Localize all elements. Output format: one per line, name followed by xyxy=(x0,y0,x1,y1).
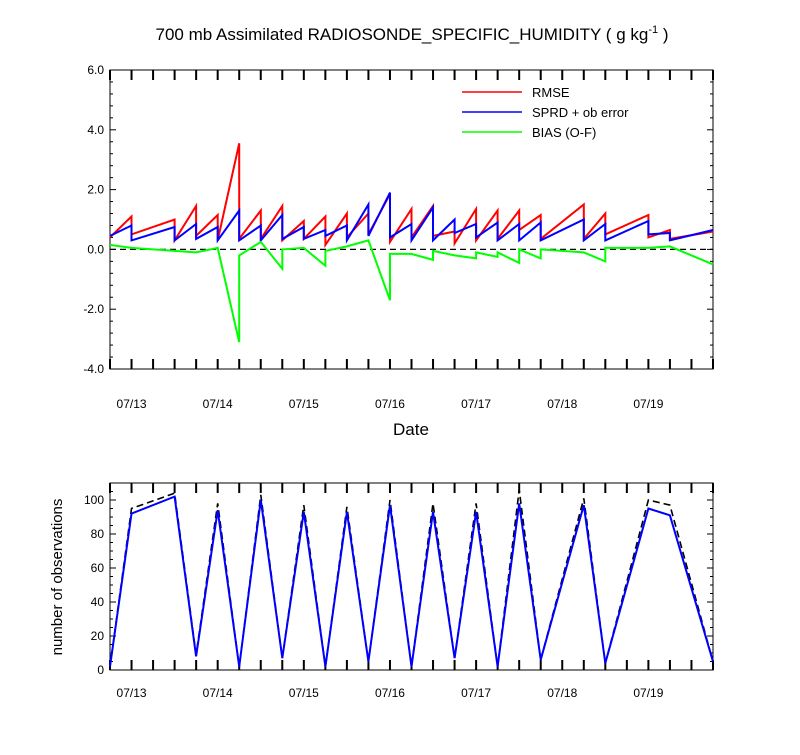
title-close: ) xyxy=(658,25,668,44)
y-tick-label: 4.0 xyxy=(87,123,104,137)
y-tick-label: 40 xyxy=(91,595,105,609)
bottom-plot-frame xyxy=(109,482,714,671)
series-line-bias-o-f xyxy=(109,239,714,343)
x-tick-label: 07/16 xyxy=(375,397,405,411)
series-line-possible xyxy=(109,489,714,667)
x-tick-label: 07/15 xyxy=(289,686,319,700)
x-axis-label: Date xyxy=(393,420,429,439)
top-series xyxy=(109,143,714,343)
x-tick-label: 07/19 xyxy=(633,397,663,411)
x-tick-label: 07/13 xyxy=(117,397,147,411)
x-tick-label: 07/13 xyxy=(117,686,147,700)
bottom-y-ticks: 0 20 40 60 80 100 xyxy=(84,482,713,677)
y-axis-label-observations: number of observations xyxy=(49,499,66,656)
y-tick-label: 80 xyxy=(91,527,105,541)
y-tick-label: -2.0 xyxy=(83,302,104,316)
y-tick-label: 0.0 xyxy=(87,242,104,256)
top-x-ticks: 07/13 07/14 07/15 07/16 07/17 07/18 07/19 xyxy=(109,70,714,411)
bottom-x-ticks: 07/13 07/14 07/15 07/16 07/17 07/18 07/19 xyxy=(109,483,714,700)
title-superscript: -1 xyxy=(648,24,658,36)
y-tick-label: 20 xyxy=(91,629,105,643)
x-tick-label: 07/16 xyxy=(375,686,405,700)
top-chart: 700 mb Assimilated RADIOSONDE_SPECIFIC_H… xyxy=(83,24,714,439)
x-tick-label: 07/15 xyxy=(289,397,319,411)
series-line-assimilated xyxy=(109,495,714,667)
legend: RMSE SPRD + ob error BIAS (O-F) xyxy=(462,85,629,140)
chart-title: 700 mb Assimilated RADIOSONDE_SPECIFIC_H… xyxy=(156,24,669,44)
x-tick-label: 07/14 xyxy=(203,686,233,700)
y-tick-label: 2.0 xyxy=(87,183,104,197)
legend-label: SPRD + ob error xyxy=(532,105,629,120)
x-tick-label: 07/14 xyxy=(203,397,233,411)
y-tick-label: 100 xyxy=(84,493,104,507)
y-tick-label: -4.0 xyxy=(83,362,104,376)
x-tick-label: 07/18 xyxy=(547,686,577,700)
legend-label: BIAS (O-F) xyxy=(532,125,596,140)
y-tick-label: 0 xyxy=(97,663,104,677)
x-tick-label: 07/17 xyxy=(461,686,491,700)
y-tick-label: 60 xyxy=(91,561,105,575)
x-tick-label: 07/18 xyxy=(547,397,577,411)
x-tick-label: 07/19 xyxy=(633,686,663,700)
legend-label: RMSE xyxy=(532,85,570,100)
x-tick-label: 07/17 xyxy=(461,397,491,411)
bottom-series xyxy=(109,489,714,667)
y-tick-label: 6.0 xyxy=(87,63,104,77)
series-line-sprd-ob-error xyxy=(109,192,714,245)
